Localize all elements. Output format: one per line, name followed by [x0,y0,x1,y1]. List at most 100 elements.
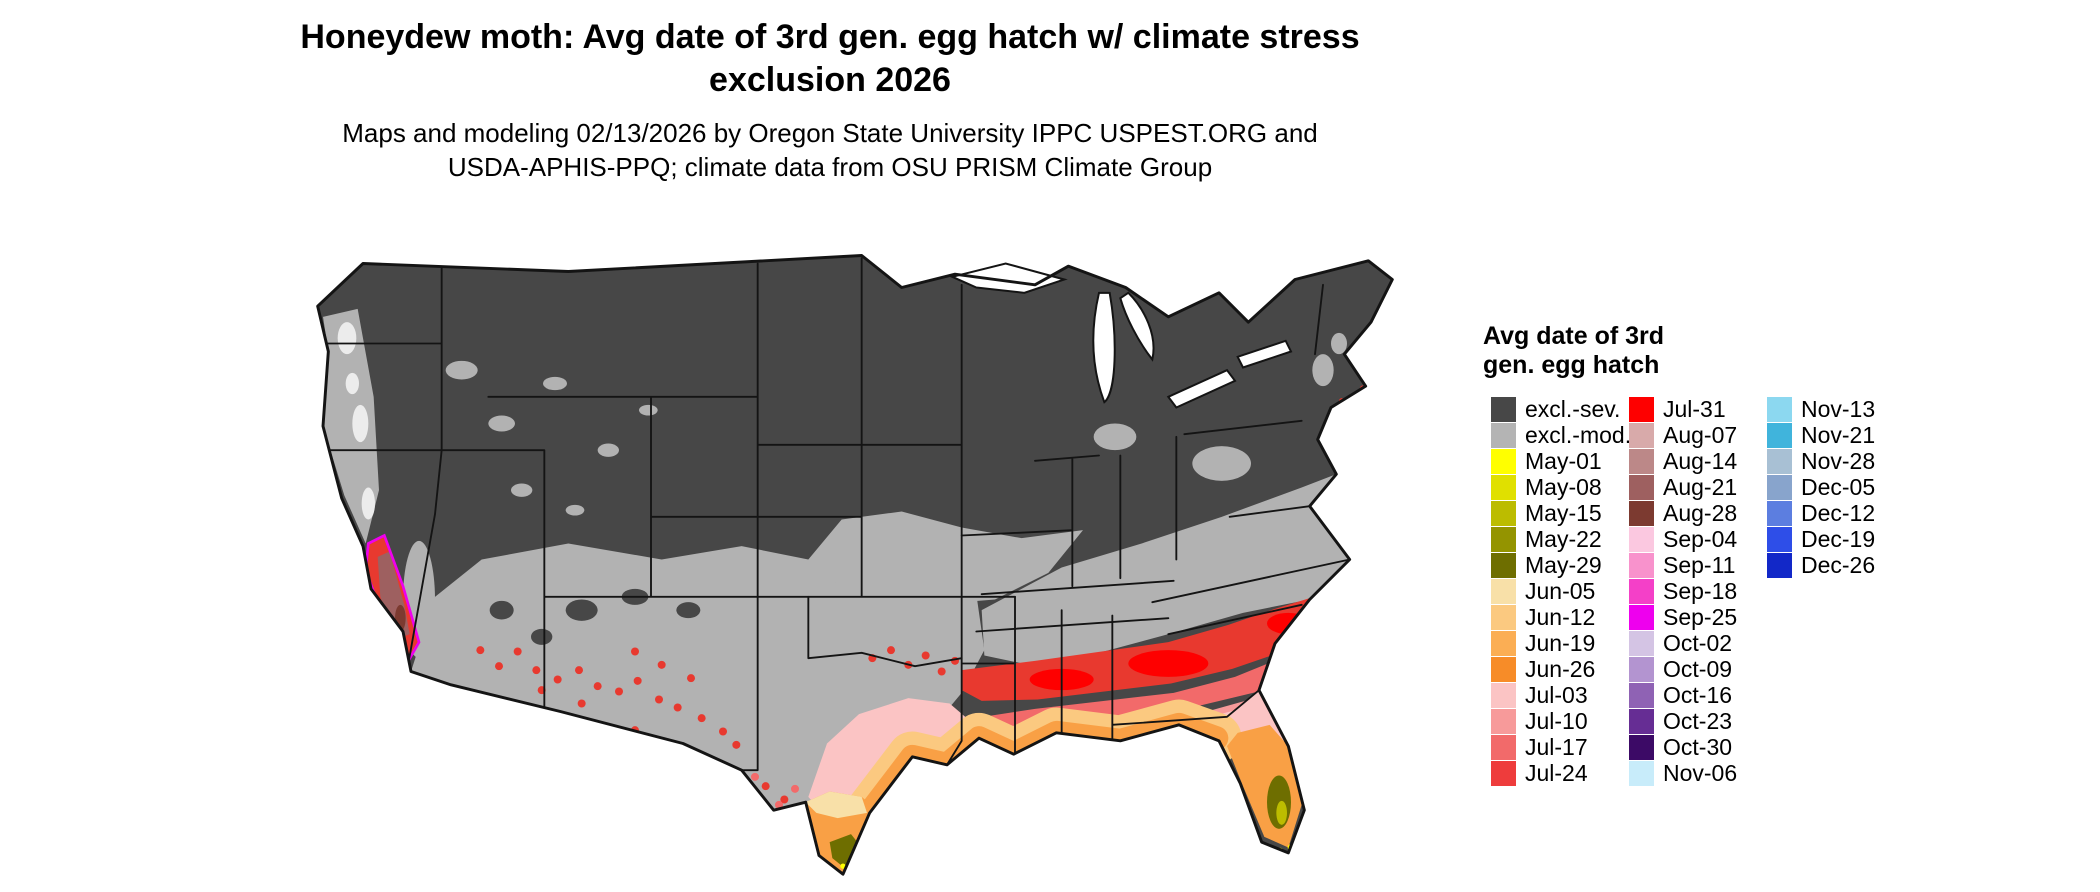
legend-label: Jul-17 [1525,733,1588,760]
legend-label: May-22 [1525,525,1602,552]
map-legend: Avg date of 3rd gen. egg hatch excl.-sev.… [1483,322,1875,786]
legend-item: excl.-mod. [1491,421,1632,448]
legend-label: Oct-30 [1663,733,1733,760]
legend-label: excl.-mod. [1525,421,1632,448]
legend-label: Jul-03 [1525,681,1588,708]
legend-item: Oct-30 [1629,734,1767,760]
legend-label: Aug-14 [1663,447,1738,474]
legend-swatch [1491,682,1516,708]
legend-swatch [1491,526,1516,552]
legend-swatch [1767,526,1792,552]
legend-title-line2: gen. egg hatch [1483,351,1660,379]
legend-label: May-29 [1525,551,1602,578]
state-borders-east [960,283,1351,636]
legend-item: Nov-28 [1767,448,1875,474]
legend-item: Aug-14 [1629,448,1767,474]
legend-label: Oct-23 [1663,707,1733,734]
legend-column: Nov-13 Nov-21 Nov-28 Dec-05 Dec-12 Dec-19 Dec-… [1767,396,1875,786]
legend-swatch [1767,448,1792,474]
legend-label: Jun-05 [1525,577,1596,604]
legend-item: Jun-12 [1491,604,1629,630]
legend-item: Oct-23 [1629,708,1767,734]
legend-swatch [1767,422,1792,448]
legend-swatch [1629,682,1654,708]
legend-label: Oct-09 [1663,655,1733,682]
legend-title-line1: Avg date of 3rd [1483,322,1665,350]
legend-item: Jul-31 [1629,396,1767,422]
great-lakes [949,262,1293,409]
legend-swatch [1629,500,1654,526]
lake-erie [1166,368,1237,409]
legend-swatch [1629,422,1654,448]
legend-column: excl.-sev. excl.-mod. May-01 May-08 May-15 Ma… [1491,396,1632,786]
legend-item: Nov-06 [1629,760,1767,786]
legend-label: Sep-11 [1663,551,1736,578]
figure-subtitle: Maps and modeling 02/13/2026 by Oregon S… [0,116,1660,184]
legend-label: Sep-18 [1663,577,1738,604]
legend-swatch [1629,604,1654,630]
legend-label: Oct-16 [1663,681,1733,708]
legend-item: May-01 [1491,448,1629,474]
conus-map [235,210,1435,877]
legend-label: Nov-21 [1801,421,1876,448]
legend-item: Sep-04 [1629,526,1767,552]
legend-swatch [1629,578,1654,604]
legend-item: Jun-26 [1491,656,1629,682]
legend-item: Dec-19 [1767,526,1875,552]
legend-label: May-01 [1525,447,1602,474]
legend-item: Aug-21 [1629,474,1767,500]
legend-swatch [1491,500,1516,526]
legend-title: Avg date of 3rd gen. egg hatch [1483,322,1875,380]
lake-huron [1119,291,1155,362]
legend-swatch [1629,448,1654,474]
legend-label: Nov-06 [1663,759,1738,786]
legend-swatch [1629,526,1654,552]
legend-swatch [1491,656,1516,682]
legend-item: Aug-28 [1629,500,1767,526]
legend-label: Sep-04 [1663,525,1738,552]
legend-swatch [1491,422,1516,448]
legend-swatch [1491,630,1516,656]
legend-item: May-29 [1491,552,1629,578]
legend-item: excl.-sev. [1491,396,1629,422]
legend-swatch [1767,474,1792,500]
legend-label: Aug-07 [1663,421,1738,448]
legend-item: Dec-12 [1767,500,1875,526]
legend-item: Oct-16 [1629,682,1767,708]
legend-swatch [1767,500,1792,526]
region-pale-snow-patches [337,322,375,520]
legend-item: May-22 [1491,526,1629,552]
legend-item: Jul-17 [1491,734,1629,760]
legend-label: Sep-25 [1663,603,1738,630]
legend-item: Sep-25 [1629,604,1767,630]
legend-label: Dec-12 [1801,499,1876,526]
legend-swatch [1629,760,1654,786]
legend-item: Sep-18 [1629,578,1767,604]
legend-swatch [1629,656,1654,682]
legend-swatch [1491,760,1516,786]
legend-column: Jul-31 Aug-07 Aug-14 Aug-21 Aug-28 Sep-04 Sep-… [1629,396,1767,786]
legend-swatch [1491,708,1516,734]
legend-label: Dec-19 [1801,525,1876,552]
legend-swatch [1629,734,1654,760]
legend-item: May-15 [1491,500,1629,526]
legend-item: Dec-05 [1767,474,1875,500]
legend-label: Dec-26 [1801,551,1876,578]
legend-label: Nov-13 [1801,395,1876,422]
legend-swatch [1767,552,1792,578]
legend-item: Dec-26 [1767,552,1875,578]
figure-title-line1: Honeydew moth: Avg date of 3rd gen. egg … [300,18,1360,56]
legend-label: Aug-21 [1663,473,1738,500]
legend-item: Sep-11 [1629,552,1767,578]
legend-swatch [1767,396,1792,422]
legend-swatch [1629,396,1654,422]
legend-item: Jun-05 [1491,578,1629,604]
speckle-red-southwest [476,646,959,809]
region-south-texas [805,791,902,875]
state-borders-south [740,595,1260,772]
legend-item: Jul-10 [1491,708,1629,734]
legend-label: Oct-02 [1663,629,1733,656]
legend-swatch [1629,474,1654,500]
state-borders-west [322,257,1016,713]
